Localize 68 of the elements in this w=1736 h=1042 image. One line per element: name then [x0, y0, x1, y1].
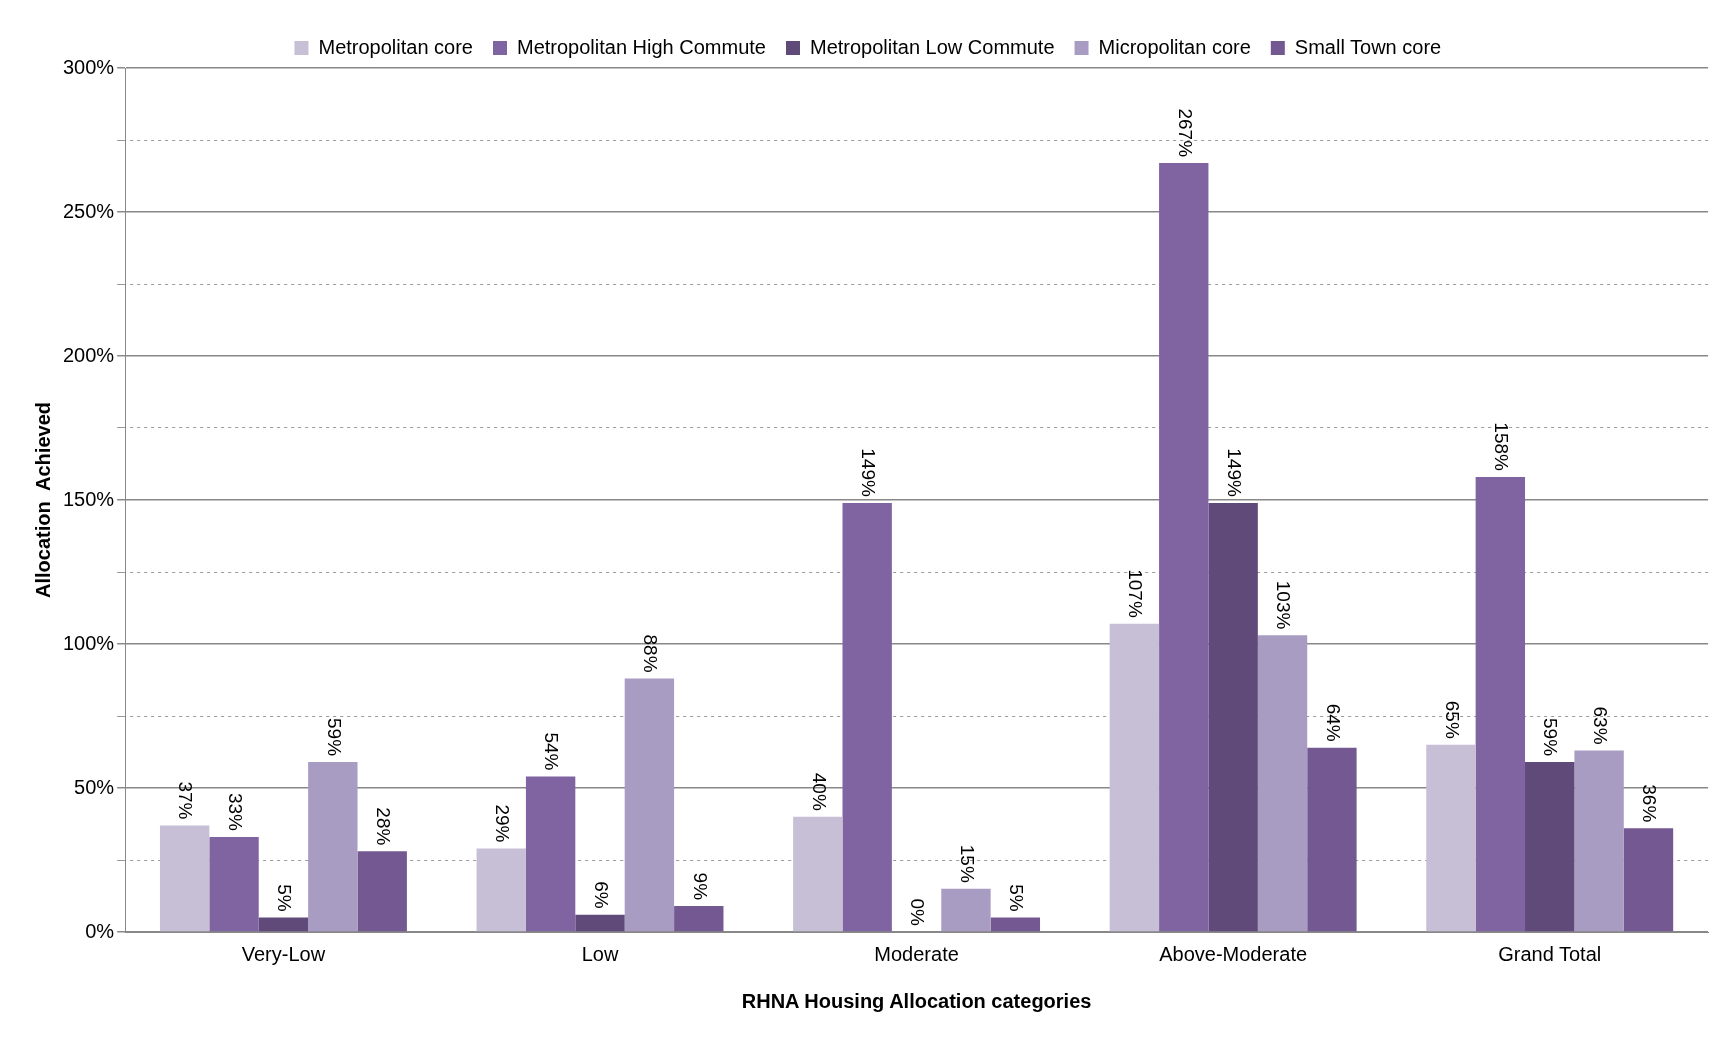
bar: [357, 851, 407, 932]
bar: [258, 917, 309, 932]
legend-label: Small Town core: [1294, 35, 1442, 58]
data-label: 267%: [1174, 108, 1196, 158]
bar: [476, 848, 526, 932]
bar: [990, 917, 1041, 932]
bar: [575, 914, 625, 932]
data-label: 59%: [1540, 718, 1562, 757]
bar: [1208, 502, 1258, 932]
data-label: 0%: [907, 898, 929, 927]
data-label: 5%: [1006, 884, 1028, 912]
data-label: 107%: [1125, 569, 1147, 618]
legend-label: Micropolitan core: [1098, 35, 1251, 58]
x-axis-title: RHNA Housing Allocation categories: [741, 989, 1092, 1012]
legend-label: Metropolitan High Commute: [516, 35, 766, 58]
data-label: 158%: [1491, 422, 1513, 472]
data-label: 64%: [1322, 703, 1344, 742]
data-label: 5%: [274, 884, 296, 912]
data-label: 40%: [808, 772, 830, 811]
bar: [159, 825, 210, 932]
y-tick-label: 250%: [63, 199, 115, 222]
data-label: 15%: [956, 844, 978, 883]
bar: [525, 776, 576, 932]
y-tick-label: 150%: [63, 487, 115, 510]
bar: [1426, 744, 1476, 932]
data-label: 63%: [1589, 706, 1611, 745]
data-label: 149%: [857, 448, 879, 497]
data-label: 36%: [1639, 784, 1661, 823]
bar: [674, 906, 724, 932]
bar: [1159, 163, 1209, 932]
data-label: 6%: [590, 881, 612, 909]
data-label: 33%: [224, 792, 246, 832]
bar: [793, 816, 843, 932]
y-tick-label: 50%: [74, 775, 115, 798]
data-label: 59%: [323, 718, 345, 757]
x-tick-label: Low: [581, 942, 619, 965]
data-label: 9%: [689, 872, 711, 901]
legend-label: Metropolitan core: [318, 35, 473, 58]
x-tick-label: Very-Low: [241, 942, 326, 965]
data-label: 149%: [1223, 448, 1245, 497]
y-tick-label: 0%: [85, 919, 115, 942]
data-label: 65%: [1441, 700, 1463, 739]
y-axis-title: Allocation Achieved: [31, 402, 54, 598]
data-label: 54%: [541, 732, 563, 771]
x-tick-label: Above-Moderate: [1159, 942, 1308, 965]
bar: [1574, 750, 1624, 932]
data-label: 37%: [175, 781, 197, 820]
bar: [1525, 762, 1575, 932]
bar: [1257, 635, 1308, 932]
y-tick-label: 100%: [63, 631, 115, 654]
y-tick-label: 300%: [63, 55, 115, 78]
bar: [209, 836, 259, 932]
data-label: 88%: [640, 634, 662, 673]
x-tick-label: Grand Total: [1498, 942, 1602, 965]
x-tick-label: Moderate: [874, 942, 959, 965]
bar: [1109, 623, 1160, 932]
data-label: 103%: [1273, 580, 1295, 630]
bar: [1623, 828, 1674, 932]
bar: [1475, 476, 1526, 932]
bar: [842, 502, 892, 932]
bar: [308, 762, 358, 932]
bar: [1307, 747, 1357, 932]
data-label: 28%: [372, 807, 394, 846]
legend-label: Metropolitan Low Commute: [809, 35, 1055, 58]
bar: [941, 888, 991, 932]
data-label: 29%: [492, 804, 513, 843]
bar: [624, 678, 675, 932]
y-tick-label: 200%: [63, 343, 115, 366]
